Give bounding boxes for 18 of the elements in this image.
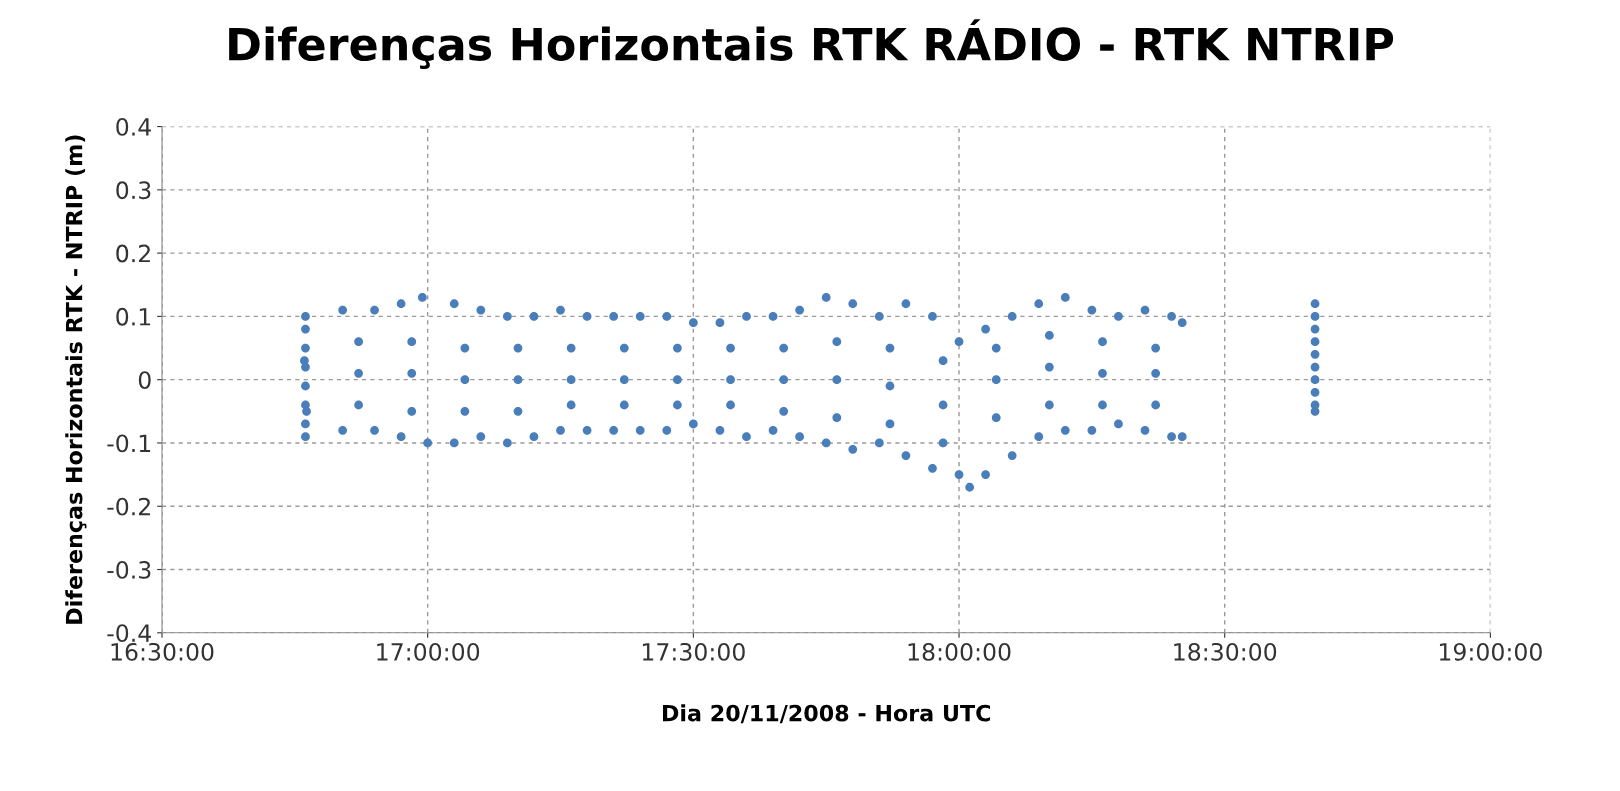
y-tick-label: -0.1 — [107, 434, 151, 453]
x-tick-label: 19:00:00 — [1439, 642, 1542, 661]
x-tick-label: 18:30:00 — [1174, 642, 1277, 661]
x-tick-label: 16:30:00 — [111, 642, 214, 661]
y-tick-label: 0.4 — [116, 118, 151, 136]
y-tick-label: -0.4 — [107, 624, 151, 643]
x-axis-title: Dia 20/11/2008 - Hora UTC — [663, 704, 991, 724]
x-tick-label: 18:00:00 — [908, 642, 1011, 661]
y-tick-label: -0.2 — [107, 497, 150, 516]
y-tick-label: -0.3 — [107, 560, 151, 579]
y-axis-title: Diferenças Horizontais RTK - NTRIP (m) — [65, 135, 87, 624]
y-tick-label: 0.1 — [116, 307, 151, 326]
x-tick-label: 17:00:00 — [377, 642, 480, 661]
chart-title: Diferenças Horizontais RTK RÁDIO - RTK NTRIP — [229, 19, 1394, 70]
y-tick-label: 0.2 — [116, 244, 150, 263]
y-tick-label: 0.3 — [116, 181, 151, 200]
x-tick-label: 17:30:00 — [642, 642, 745, 661]
y-tick-label: 0 — [138, 371, 151, 389]
